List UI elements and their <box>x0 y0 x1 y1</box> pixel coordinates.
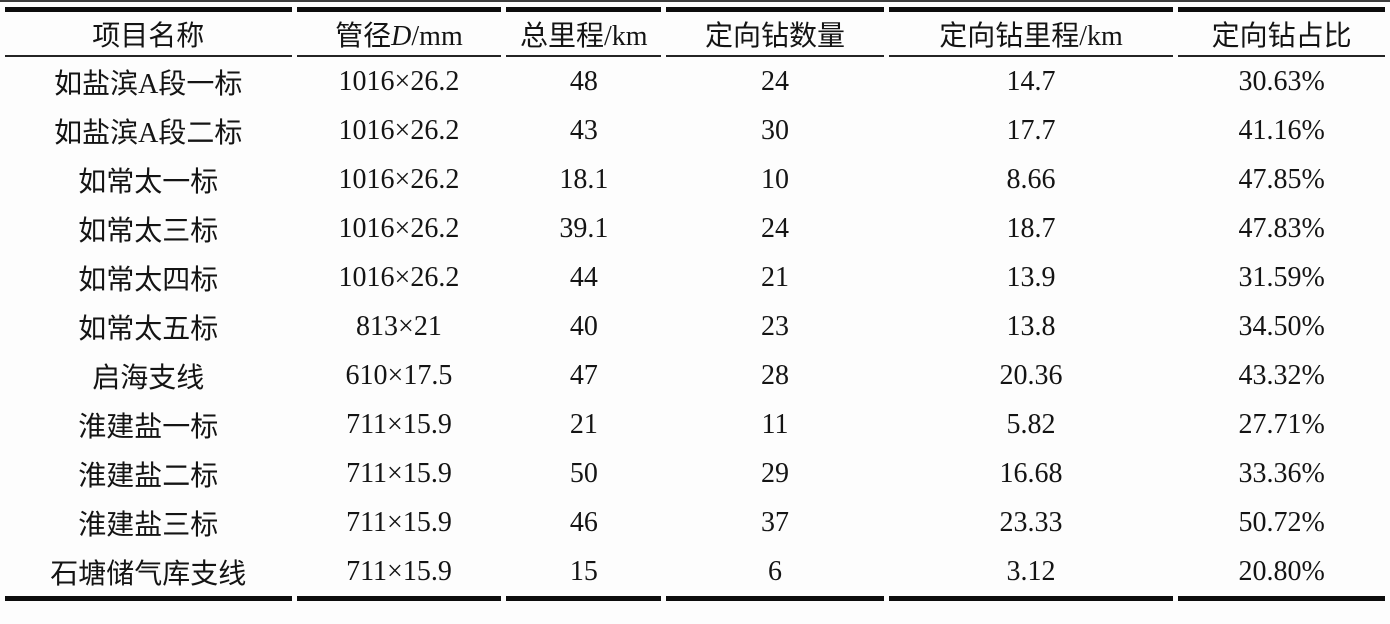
cell-diameter: 1016×26.2 <box>338 163 460 195</box>
cell-hdd-ratio: 47.83% <box>1238 212 1325 244</box>
cell-diameter: 1016×26.2 <box>338 261 460 293</box>
col-header-label: 定向钻数量 <box>704 20 845 52</box>
cell-hdd-mileage: 23.33 <box>999 506 1063 538</box>
cell-project-name: 如常太五标 <box>78 313 219 345</box>
table-row: 淮建盐二标 711×15.9 50 29 16.68 33.36% <box>5 449 1385 498</box>
table-body: 如盐滨A段一标 1016×26.2 48 24 14.7 30.63% 如盐滨A段二标 101… <box>5 57 1385 601</box>
cell-diameter: 711×15.9 <box>346 457 452 489</box>
cell-hdd-ratio: 34.50% <box>1238 310 1325 342</box>
cell-project-name: 淮建盐一标 <box>78 411 219 443</box>
col-header-project-name: 项目名称 <box>5 7 292 57</box>
table-row: 淮建盐三标 711×15.9 46 37 23.33 50.72% <box>5 498 1385 547</box>
directional-drilling-table: 项目名称 管径D/mm 总里程/km 定向钻数量 定向钻里程/km 定向钻占比 <box>0 7 1390 601</box>
cell-hdd-mileage: 20.36 <box>999 359 1063 391</box>
table-row: 如常太三标 1016×26.2 39.1 24 18.7 47.83% <box>5 204 1385 253</box>
cell-diameter: 1016×26.2 <box>338 65 460 97</box>
cell-total-mileage: 50 <box>569 457 598 489</box>
table-row: 淮建盐一标 711×15.9 21 11 5.82 27.71% <box>5 400 1385 449</box>
cell-hdd-ratio: 30.63% <box>1238 65 1325 97</box>
cell-total-mileage: 40 <box>569 310 598 342</box>
cell-project-name: 如盐滨A段二标 <box>54 117 243 149</box>
cell-project-name: 石塘储气库支线 <box>5 547 292 601</box>
cell-total-mileage: 21 <box>569 408 598 440</box>
cell-hdd-count: 37 <box>760 506 789 538</box>
cell-hdd-mileage: 18.7 <box>1006 212 1056 244</box>
cell-hdd-count: 6 <box>666 547 884 601</box>
cell-total-mileage: 48 <box>569 65 598 97</box>
table-row: 如常太五标 813×21 40 23 13.8 34.50% <box>5 302 1385 351</box>
cell-total-mileage: 18.1 <box>559 163 609 195</box>
col-header-hdd-count: 定向钻数量 <box>666 7 884 57</box>
cell-diameter: 711×15.9 <box>346 408 452 440</box>
cell-diameter: 711×15.9 <box>346 506 452 538</box>
cell-hdd-mileage: 13.9 <box>1006 261 1056 293</box>
cell-project-name: 如常太三标 <box>78 215 219 247</box>
cell-hdd-count: 24 <box>760 212 789 244</box>
cell-project-name: 淮建盐三标 <box>78 509 219 541</box>
table-row: 如常太一标 1016×26.2 18.1 10 8.66 47.85% <box>5 155 1385 204</box>
table-row: 石塘储气库支线 711×15.9 15 6 3.12 20.80% <box>5 547 1385 601</box>
cell-hdd-count: 10 <box>760 163 789 195</box>
cell-diameter: 711×15.9 <box>296 547 502 601</box>
col-header-label: 项目名称 <box>92 20 205 52</box>
cell-total-mileage: 46 <box>569 506 598 538</box>
cell-project-name: 启海支线 <box>92 362 205 394</box>
cell-hdd-count: 11 <box>761 408 789 440</box>
cell-hdd-count: 23 <box>760 310 789 342</box>
cell-hdd-count: 29 <box>760 457 789 489</box>
cell-project-name: 如常太一标 <box>78 166 219 198</box>
col-header-label: 管径 <box>335 20 392 52</box>
cell-hdd-count: 21 <box>760 261 789 293</box>
col-header-hdd-mileage: 定向钻里程/km <box>888 7 1174 57</box>
table-row: 如盐滨A段二标 1016×26.2 43 30 17.7 41.16% <box>5 106 1385 155</box>
top-rule <box>0 0 1390 2</box>
cell-hdd-ratio: 31.59% <box>1238 261 1325 293</box>
cell-project-name: 如盐滨A段一标 <box>54 68 243 100</box>
cell-hdd-ratio: 43.32% <box>1238 359 1325 391</box>
cell-hdd-mileage: 17.7 <box>1006 114 1056 146</box>
cell-hdd-mileage: 3.12 <box>888 547 1174 601</box>
table-row: 如盐滨A段一标 1016×26.2 48 24 14.7 30.63% <box>5 57 1385 106</box>
table-row: 如常太四标 1016×26.2 44 21 13.9 31.59% <box>5 253 1385 302</box>
cell-hdd-ratio: 33.36% <box>1238 457 1325 489</box>
cell-hdd-mileage: 13.8 <box>1006 310 1056 342</box>
cell-hdd-mileage: 16.68 <box>999 457 1063 489</box>
col-header-label-italic: D <box>391 20 412 52</box>
cell-hdd-mileage: 8.66 <box>1006 163 1056 195</box>
col-header-label: 总里程/km <box>520 20 648 52</box>
cell-hdd-ratio: 47.85% <box>1238 163 1325 195</box>
cell-project-name: 如常太四标 <box>78 264 219 296</box>
col-header-diameter: 管径D/mm <box>296 7 502 57</box>
cell-diameter: 813×21 <box>356 310 442 342</box>
cell-hdd-ratio: 27.71% <box>1238 408 1325 440</box>
table-header-row: 项目名称 管径D/mm 总里程/km 定向钻数量 定向钻里程/km 定向钻占比 <box>5 7 1385 57</box>
col-header-label: 定向钻里程/km <box>939 20 1123 52</box>
col-header-hdd-ratio: 定向钻占比 <box>1178 7 1385 57</box>
col-header-label: /mm <box>411 20 463 52</box>
cell-diameter: 1016×26.2 <box>338 212 460 244</box>
cell-hdd-count: 30 <box>760 114 789 146</box>
cell-diameter: 1016×26.2 <box>338 114 460 146</box>
cell-hdd-ratio: 20.80% <box>1178 547 1385 601</box>
cell-project-name: 淮建盐二标 <box>78 460 219 492</box>
cell-hdd-count: 24 <box>760 65 789 97</box>
cell-total-mileage: 47 <box>569 359 598 391</box>
cell-total-mileage: 15 <box>506 547 662 601</box>
col-header-total-mileage: 总里程/km <box>506 7 662 57</box>
cell-hdd-mileage: 14.7 <box>1006 65 1056 97</box>
cell-total-mileage: 43 <box>569 114 598 146</box>
col-header-label: 定向钻占比 <box>1211 20 1352 52</box>
cell-total-mileage: 39.1 <box>559 212 609 244</box>
table-row: 启海支线 610×17.5 47 28 20.36 43.32% <box>5 351 1385 400</box>
cell-total-mileage: 44 <box>569 261 598 293</box>
cell-diameter: 610×17.5 <box>345 359 453 391</box>
cell-hdd-mileage: 5.82 <box>1006 408 1056 440</box>
cell-hdd-ratio: 41.16% <box>1238 114 1325 146</box>
cell-hdd-count: 28 <box>760 359 789 391</box>
cell-hdd-ratio: 50.72% <box>1238 506 1325 538</box>
